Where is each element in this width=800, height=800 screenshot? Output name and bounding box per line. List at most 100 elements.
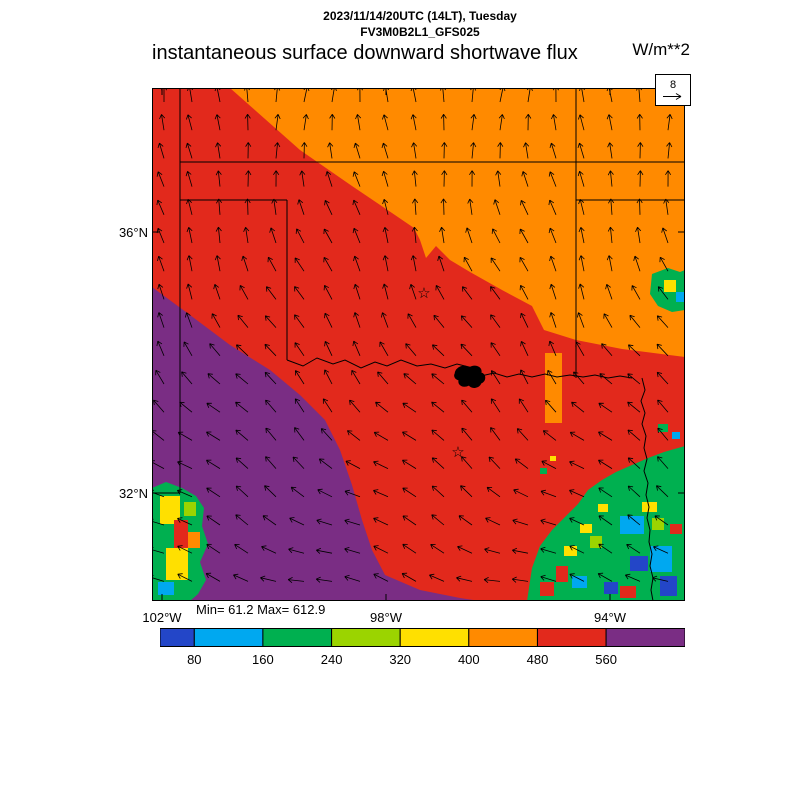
wind-arrow [627,373,641,385]
wind-arrow [402,515,417,526]
wind-arrow [551,114,557,131]
wind-arrow [410,114,417,131]
wind-arrow [261,545,277,554]
wind-arrow [519,256,529,272]
wind-arrow [262,515,277,526]
cloud-speckle [550,456,556,461]
wind-arrow [375,401,389,413]
wind-arrow [235,373,249,385]
wind-arrow [467,198,474,215]
wind-arrow [373,573,389,582]
wind-arrow [656,485,669,498]
colorbar-tick-label: 80 [187,652,201,667]
wind-arrow [469,170,476,187]
wind-arrow [490,286,501,300]
wind-arrow [351,369,361,385]
wind-arrow [460,343,473,357]
wind-arrow [177,460,193,469]
wind-arrow [237,314,249,328]
wind-arrow [520,340,529,356]
wind-arrow [402,543,417,554]
lon-label-94w: 94°W [594,610,626,625]
wind-arrow [323,228,333,244]
wind-arrow [665,170,672,187]
wind-arrow [244,198,251,215]
wind-arrow [657,456,669,469]
wind-arrow [542,430,557,441]
wind-arrow [267,256,277,272]
wind-arrow [157,283,165,300]
wind-arrow [626,544,641,554]
wind-arrow [274,142,281,159]
wind-arrow [403,373,417,385]
wind-arrow [206,543,221,554]
wind-arrow [461,399,473,413]
wind-arrow [627,401,641,413]
wind-arrow [549,142,557,159]
lon-label-98w: 98°W [370,610,402,625]
wind-arrow [260,575,277,582]
colorbar-tick-label: 160 [252,652,274,667]
wind-arrow [631,285,641,300]
wind-arrow [294,342,305,357]
wind-arrow [511,576,529,583]
wind-arrow [156,171,165,187]
wind-arrow [329,113,336,131]
wind-arrow [185,312,193,328]
wind-arrow [520,312,529,328]
wind-arrow [598,431,613,441]
wind-arrow [407,313,417,328]
cloud-patch-east-edge [650,268,685,312]
wind-arrow [353,255,361,272]
wind-arrow [264,343,277,357]
wind-arrow [292,456,305,469]
wind-arrow [235,514,249,526]
wind-arrow [355,114,362,131]
wind-arrow [456,575,473,582]
wind-arrow [264,485,277,498]
wind-arrow [439,226,446,244]
wind-arrow [462,286,473,300]
cloud-speckle [184,502,196,516]
wind-arrow [211,313,221,328]
cloud-speckle [658,424,668,432]
wind-arrow [460,315,473,328]
lat-label-32n: 32°N [118,486,148,501]
cloud-speckle [670,524,682,534]
wind-arrow [573,371,585,385]
wind-arrow [493,199,501,215]
wind-arrow [598,515,613,526]
wind-arrow [514,458,529,469]
wind-arrow [657,427,669,441]
wind-arrow [353,312,361,328]
cloud-speckle [598,504,608,512]
wind-arrow [159,114,166,131]
wind-arrow [483,577,501,584]
wind-arrow [601,343,613,357]
wind-arrow [637,170,644,187]
wind-arrow [186,255,193,272]
wind-arrow [241,255,249,272]
wind-arrow [186,114,193,131]
wind-arrow [578,114,585,131]
wind-arrow [233,573,249,582]
wind-arrow [627,485,641,498]
valid-time-label: 2023/11/14/20UTC (14LT), Tuesday [323,9,517,23]
wind-arrow [656,371,669,385]
wind-arrow [344,518,361,526]
wind-arrow [520,199,529,215]
wind-arrow [578,227,585,244]
wind-arrow [347,430,361,441]
wind-arrow [235,429,249,441]
wind-arrow [353,142,361,159]
wind-arrow [186,283,193,300]
wind-arrow [598,459,613,469]
wind-arrow [636,113,643,131]
axis-ticks [152,88,685,601]
wind-arrow [214,114,221,131]
wind-arrow [656,315,669,328]
wind-arrow [545,399,557,413]
wind-arrow [437,255,445,272]
wind-arrow [410,255,417,272]
